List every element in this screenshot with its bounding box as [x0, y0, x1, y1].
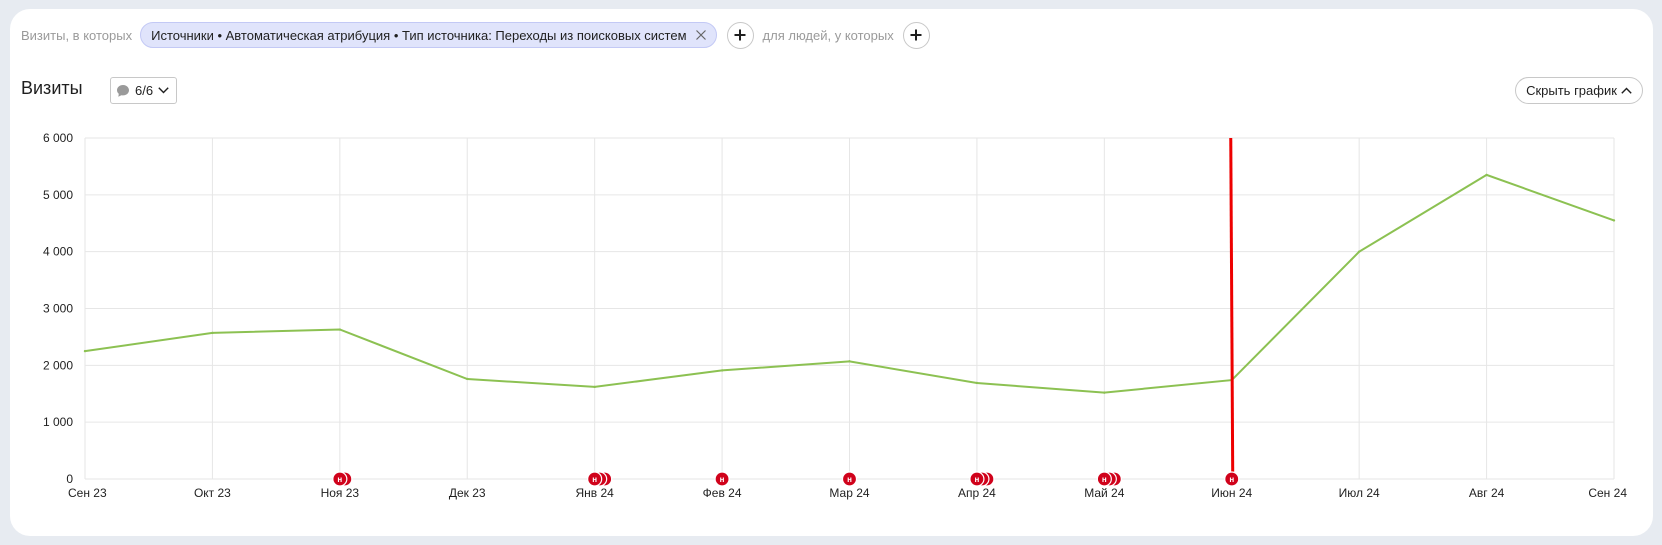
annotation-label: н: [720, 475, 725, 484]
today-vertical-line: [1229, 137, 1235, 480]
x-tick-label: Сен 23: [68, 486, 107, 500]
annotation-label: н: [337, 475, 342, 484]
annotation-marker[interactable]: н: [714, 471, 730, 487]
hide-chart-button[interactable]: Скрыть график: [1515, 77, 1643, 104]
annotation-marker[interactable]: н: [1096, 471, 1122, 487]
y-tick-label: 6 000: [43, 131, 73, 145]
close-icon[interactable]: [695, 29, 707, 41]
annotation-dot: [714, 471, 730, 487]
x-tick-label: Сен 24: [1588, 486, 1627, 500]
x-axis-ticks: Сен 23 Окт 23 Ноя 23 Дек 23 Янв 24 Фев 24 Мар …: [68, 486, 1627, 500]
chevron-up-icon: [1621, 87, 1632, 94]
annotations-count: 6/6: [135, 83, 154, 98]
plus-icon: [910, 29, 922, 41]
data-point: [211, 331, 214, 335]
annotation-label: н: [1102, 475, 1107, 484]
comment-icon: [117, 84, 129, 97]
data-point: [1357, 250, 1361, 253]
chevron-down-icon: [158, 87, 169, 94]
annotation-dot: [1096, 471, 1112, 487]
report-card: [10, 9, 1653, 536]
add-people-condition-button[interactable]: [902, 21, 930, 49]
filter-prefix-label: Визиты, в которых: [21, 27, 133, 43]
data-point: [848, 360, 851, 363]
data-point: [720, 369, 724, 372]
x-tick-label: Мар 24: [829, 486, 869, 500]
data-point: [338, 328, 342, 331]
annotation-label: н: [974, 475, 979, 484]
x-tick-label: Ноя 23: [321, 486, 360, 500]
x-tick-label: Май 24: [1084, 486, 1125, 500]
hide-chart-label: Скрыть график: [1526, 83, 1617, 98]
plus-icon: [734, 29, 746, 41]
x-tick-label: Янв 24: [575, 486, 614, 500]
y-tick-label: 3 000: [43, 302, 73, 316]
x-tick-label: Дек 23: [449, 486, 486, 500]
y-tick-label: 4 000: [43, 245, 73, 259]
filter-chip[interactable]: Источники • Автоматическая атрибуция • Т…: [140, 22, 717, 48]
annotation-marker[interactable]: н: [841, 471, 858, 487]
x-tick-label: Фев 24: [703, 486, 742, 500]
data-point: [1103, 391, 1106, 394]
data-point: [466, 377, 469, 381]
data-point: [1485, 173, 1488, 177]
x-tick-label: Июл 24: [1339, 486, 1380, 500]
annotation-label: н: [847, 475, 852, 484]
data-point: [975, 381, 979, 385]
segment-filter-row: Визиты, в которых Источники • Автоматиче…: [21, 21, 930, 49]
annotation-marker[interactable]: н: [332, 471, 353, 487]
chart-series: [83, 173, 1616, 394]
annotation-label: н: [592, 475, 597, 484]
annotation-dot: [1224, 471, 1240, 487]
annotation-dot: [969, 471, 985, 487]
annotation-marker[interactable]: н: [587, 471, 613, 487]
chart-title: Визиты: [21, 78, 83, 98]
filter-people-label: для людей, у которых: [762, 27, 894, 43]
annotation-marker[interactable]: н: [1224, 471, 1240, 487]
annotation-dot: [587, 471, 603, 487]
x-tick-label: Июн 24: [1211, 486, 1252, 500]
y-tick-label: 1 000: [43, 415, 73, 429]
x-tick-label: Апр 24: [958, 486, 996, 500]
x-tick-label: Окт 23: [194, 486, 231, 500]
annotation-dot: [332, 471, 348, 487]
annotation-dot: [841, 471, 858, 487]
add-visit-condition-button[interactable]: [726, 21, 754, 49]
y-tick-label: 2 000: [43, 358, 73, 372]
y-tick-label: 5 000: [43, 188, 73, 202]
x-tick-label: Авг 24: [1469, 486, 1505, 500]
data-point: [83, 349, 87, 353]
data-point: [1612, 219, 1616, 222]
annotation-marker[interactable]: н: [969, 471, 995, 487]
y-tick-label: 0: [66, 472, 73, 486]
data-point: [593, 385, 596, 389]
today-marker: [1229, 137, 1235, 480]
chart-grid: [84, 137, 1615, 480]
y-axis-ticks: 0 1 000 2 000 3 000 4 000 5 000 6 000: [43, 131, 73, 486]
annotation-label: н: [1229, 475, 1234, 484]
filter-chip-label: Источники • Автоматическая атрибуция • Т…: [151, 27, 687, 43]
annotations-dropdown[interactable]: 6/6: [110, 77, 177, 104]
